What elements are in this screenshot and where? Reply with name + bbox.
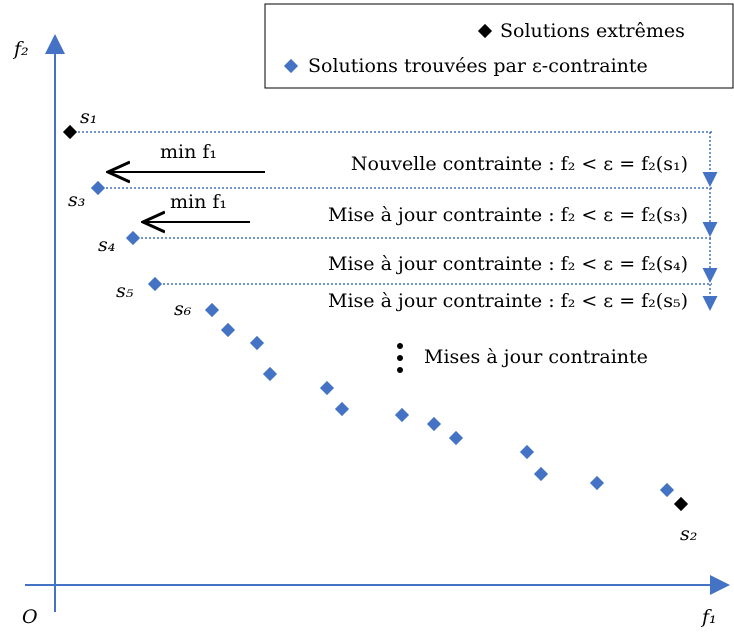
legend-symbol xyxy=(283,58,299,74)
origin-label: O xyxy=(22,606,38,628)
point-label: s₆ xyxy=(174,298,192,320)
axis-label: f₂ xyxy=(12,38,29,60)
solution-point xyxy=(319,380,335,396)
solution-point xyxy=(334,401,350,417)
solution-point xyxy=(262,366,278,382)
legend-item: Solutions trouvées par ε-contrainte xyxy=(308,55,648,77)
point-label: s₁ xyxy=(80,106,97,128)
solution-point xyxy=(533,466,549,482)
constraint-text: Nouvelle contrainte : f₂ < ε = f₂(s₁) xyxy=(351,153,688,175)
solution-point xyxy=(659,482,675,498)
solution-point xyxy=(426,416,442,432)
solution-point xyxy=(448,430,464,446)
solution-point xyxy=(90,180,106,196)
arrow-label: min f₁ xyxy=(170,191,227,213)
extreme-point xyxy=(673,496,689,512)
solution-point xyxy=(589,475,605,491)
point-label: s₅ xyxy=(116,280,134,302)
point-label: s₂ xyxy=(680,523,697,545)
solution-point xyxy=(204,302,220,318)
legend-item: Solutions extrêmes xyxy=(500,20,685,42)
dot xyxy=(397,355,403,361)
solution-point xyxy=(220,322,236,338)
solution-point xyxy=(147,276,163,292)
legend-box xyxy=(264,3,734,89)
constraint-text: Mise à jour contrainte : f₂ < ε = f₂(s₅) xyxy=(328,290,688,312)
note: Mises à jour contrainte xyxy=(424,346,648,368)
axis-label: f₁ xyxy=(700,606,717,628)
constraint-text: Mise à jour contrainte : f₂ < ε = f₂(s₄) xyxy=(328,253,688,275)
solution-point xyxy=(125,230,141,246)
solution-point xyxy=(394,407,410,423)
legend-symbol xyxy=(477,23,493,39)
constraint-text: Mise à jour contrainte : f₂ < ε = f₂(s₃) xyxy=(328,204,688,226)
dot xyxy=(397,367,403,373)
point-label: s₄ xyxy=(98,234,115,256)
point-label: s₃ xyxy=(68,189,85,211)
solution-point xyxy=(519,444,535,460)
dot xyxy=(397,343,403,349)
solution-point xyxy=(249,335,265,351)
extreme-point xyxy=(62,124,78,140)
arrow-label: min f₁ xyxy=(160,141,217,163)
